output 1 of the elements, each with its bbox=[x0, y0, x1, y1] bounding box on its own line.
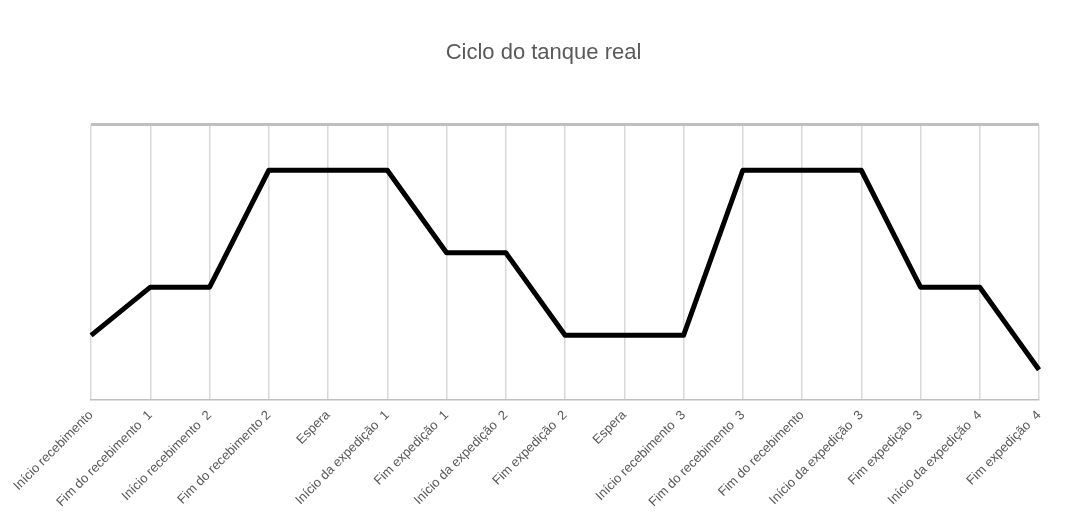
chart-title: Ciclo do tanque real bbox=[445, 39, 642, 65]
